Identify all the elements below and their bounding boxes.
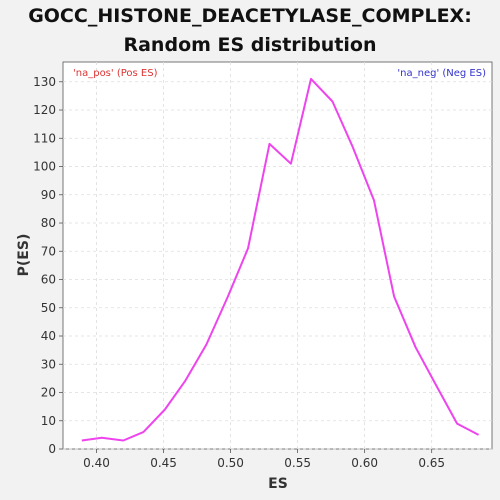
y-tick-label: 130	[33, 75, 56, 89]
y-tick-label: 80	[41, 216, 56, 230]
series-line	[81, 77, 480, 442]
y-tick-label: 100	[33, 160, 56, 174]
y-tick-label: 50	[41, 301, 56, 315]
y-tick-label: 0	[48, 442, 56, 456]
y-tick-label: 70	[41, 244, 56, 258]
y-tick-label: 30	[41, 357, 56, 371]
x-tick-label: 0.50	[217, 456, 244, 470]
x-tick-label: 0.60	[351, 456, 378, 470]
x-axis-ticks: 0.40 0.45 0.50 0.55 0.60 0.65	[83, 449, 445, 470]
y-tick-label: 120	[33, 103, 56, 117]
y-tick-label: 60	[41, 273, 56, 287]
y-tick-label: 20	[41, 386, 56, 400]
plot-area	[62, 61, 493, 450]
pos-es-note: 'na_pos' (Pos ES)	[73, 68, 158, 79]
y-tick-label: 90	[41, 188, 56, 202]
x-axis-label: ES	[268, 476, 288, 492]
x-tick-label: 0.55	[284, 456, 311, 470]
grid-lines	[63, 62, 492, 450]
y-tick-label: 10	[41, 414, 56, 428]
x-tick-label: 0.40	[83, 456, 110, 470]
y-tick-label: 110	[33, 131, 56, 145]
neg-es-note: 'na_neg' (Neg ES)	[397, 68, 486, 79]
y-axis-label: P(ES)	[16, 234, 32, 277]
y-tick-label: 40	[41, 329, 56, 343]
y-axis-ticks: 0 10 20 30 40 50 60 70 80 90 100 110 120 130	[33, 75, 63, 456]
title-line-1: GOCC_HISTONE_DEACETYLASE_COMPLEX:	[28, 5, 472, 27]
x-tick-label: 0.65	[418, 456, 445, 470]
chart-title: GOCC_HISTONE_DEACETYLASE_COMPLEX: Random…	[0, 2, 500, 60]
title-line-2: Random ES distribution	[123, 34, 377, 56]
x-tick-label: 0.45	[150, 456, 177, 470]
